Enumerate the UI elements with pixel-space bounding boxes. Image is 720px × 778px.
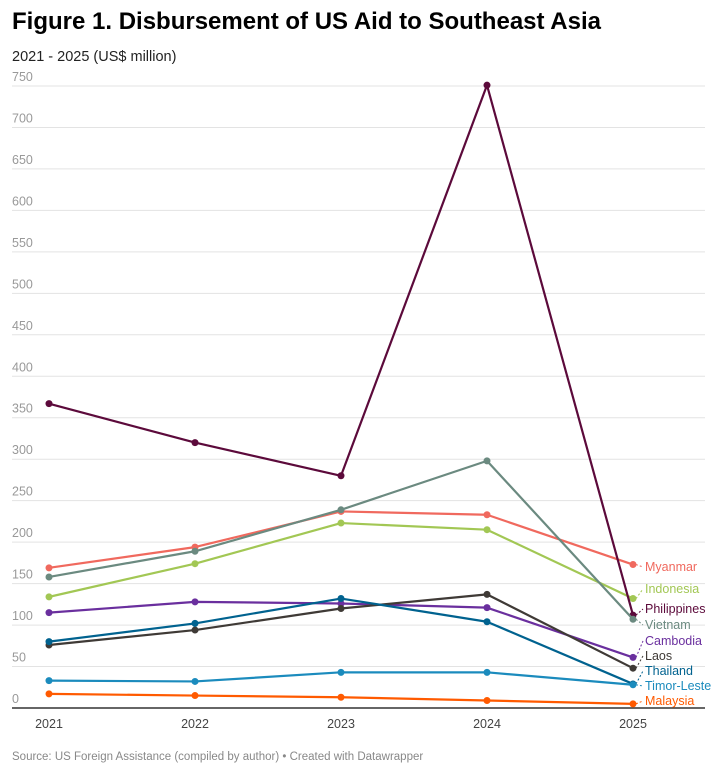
data-point: [337, 668, 345, 676]
y-tick-label: 650: [12, 153, 33, 167]
data-point: [191, 560, 199, 568]
data-point: [337, 506, 345, 514]
label-leader-line: [635, 684, 644, 687]
data-point: [629, 595, 637, 603]
series-label: Laos: [645, 649, 672, 663]
label-leader-line: [635, 640, 644, 658]
data-point: [629, 653, 637, 661]
data-point: [483, 81, 491, 89]
series-label: Myanmar: [645, 560, 697, 574]
data-point: [483, 526, 491, 534]
series-label: Vietnam: [645, 618, 691, 632]
label-leader-line: [635, 700, 644, 705]
data-point: [191, 626, 199, 634]
data-point: [45, 593, 53, 601]
data-point: [629, 681, 637, 689]
label-leader-line: [635, 564, 644, 568]
x-tick-label: 2024: [473, 717, 501, 731]
series-label: Thailand: [645, 664, 693, 678]
data-point: [45, 690, 53, 698]
series-label: Philippines: [645, 602, 705, 616]
y-tick-label: 250: [12, 485, 33, 499]
y-tick-label: 200: [12, 526, 33, 540]
data-point: [45, 564, 53, 572]
data-point: [191, 547, 199, 555]
series-label: Malaysia: [645, 694, 694, 708]
y-tick-label: 100: [12, 609, 33, 623]
data-point: [337, 604, 345, 612]
data-point: [483, 590, 491, 598]
y-tick-label: 700: [12, 111, 33, 125]
data-point: [45, 638, 53, 646]
data-point: [45, 573, 53, 581]
y-tick-label: 550: [12, 236, 33, 250]
y-tick-label: 600: [12, 194, 33, 208]
label-leader-line: [635, 608, 644, 616]
y-tick-label: 400: [12, 360, 33, 374]
data-point: [191, 439, 199, 447]
series-label: Cambodia: [645, 634, 702, 648]
y-tick-label: 300: [12, 443, 33, 457]
y-tick-label: 500: [12, 277, 33, 291]
label-leader-line: [635, 588, 644, 599]
data-point: [191, 598, 199, 606]
data-point: [45, 400, 53, 408]
series-label: Indonesia: [645, 582, 699, 596]
data-point: [483, 697, 491, 705]
data-point: [337, 600, 345, 608]
data-point: [191, 692, 199, 700]
data-point: [337, 519, 345, 527]
data-point: [483, 668, 491, 676]
chart-title: Figure 1. Disbursement of US Aid to Sout…: [12, 8, 601, 35]
source-note: Source: US Foreign Assistance (compiled …: [12, 751, 424, 763]
data-point: [629, 561, 637, 569]
x-tick-label: 2022: [181, 717, 209, 731]
data-point: [483, 618, 491, 626]
chart-subtitle: 2021 - 2025 (US$ million): [12, 49, 177, 65]
y-tick-label: 0: [12, 692, 19, 706]
data-point: [629, 700, 637, 708]
data-point: [483, 457, 491, 465]
data-point: [337, 472, 345, 480]
data-point: [483, 511, 491, 519]
data-point: [629, 664, 637, 672]
data-point: [629, 615, 637, 623]
y-tick-label: 350: [12, 402, 33, 416]
y-tick-label: 450: [12, 319, 33, 333]
data-point: [337, 693, 345, 701]
data-point: [45, 609, 53, 617]
y-tick-label: 750: [12, 70, 33, 84]
label-leader-line: [635, 618, 644, 626]
x-tick-label: 2021: [35, 717, 63, 731]
y-tick-label: 50: [12, 651, 26, 665]
y-tick-label: 150: [12, 568, 33, 582]
data-point: [337, 595, 345, 603]
data-point: [191, 619, 199, 627]
data-point: [483, 604, 491, 612]
label-leader-line: [635, 670, 644, 685]
data-point: [45, 677, 53, 685]
x-tick-label: 2023: [327, 717, 355, 731]
data-point: [191, 677, 199, 685]
x-tick-label: 2025: [619, 717, 647, 731]
series-label: Timor-Leste: [645, 679, 711, 693]
